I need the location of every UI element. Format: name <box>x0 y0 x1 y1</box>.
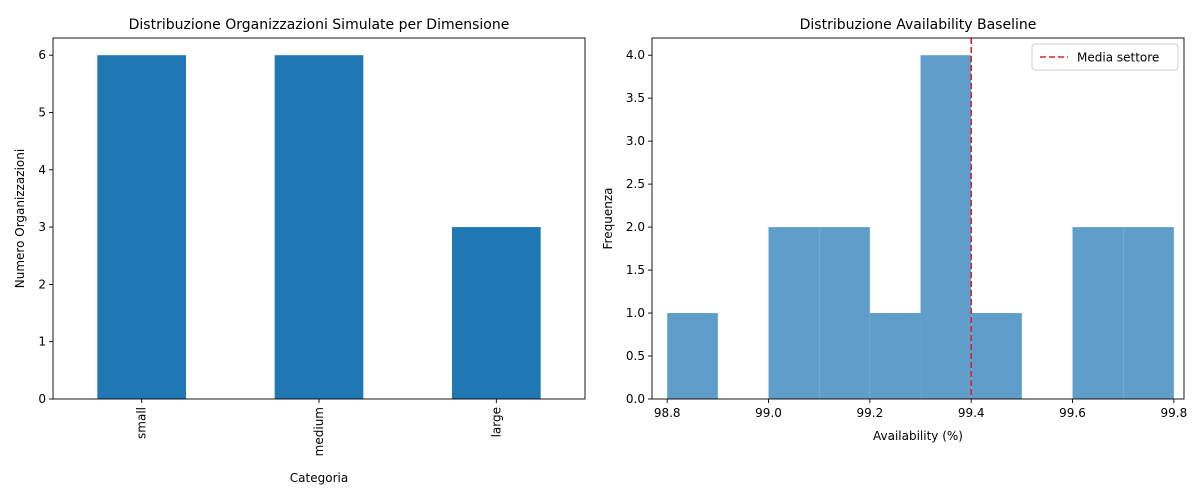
y-tick-label: 1.5 <box>626 263 645 277</box>
y-tick-label: 4 <box>38 163 46 177</box>
bar-medium <box>274 55 364 399</box>
hist-bin-6 <box>971 313 1022 399</box>
y-tick-label: 2.0 <box>626 220 645 234</box>
chart-right-marks <box>667 55 1174 399</box>
y-tick-label: 0.5 <box>626 349 645 363</box>
x-tick-label: 99.2 <box>857 406 884 420</box>
bar-large <box>452 227 541 399</box>
y-tick-label: 0.0 <box>626 392 645 406</box>
x-tick-label-medium: medium <box>312 407 326 456</box>
chart-right-xlabel: Availability (%) <box>873 429 963 443</box>
x-tick-label: 98.8 <box>654 406 681 420</box>
hist-bin-2 <box>768 227 820 399</box>
chart-left-xlabel: Categoria <box>290 471 348 485</box>
hist-bin-8 <box>1072 227 1124 399</box>
y-tick-label: 0 <box>38 392 46 406</box>
chart-left-plot-frame <box>52 37 586 400</box>
y-tick-label: 3 <box>38 220 46 234</box>
hist-bin-0 <box>667 313 718 399</box>
y-tick-label: 3.0 <box>626 134 645 148</box>
chart-left: Distribuzione Organizzazioni Simulate pe… <box>13 17 586 485</box>
hist-bin-9 <box>1123 227 1174 399</box>
chart-right-x-ticks: 98.8 99.0 99.2 99.4 99.6 99.8 <box>654 399 1187 420</box>
bar-small <box>97 55 186 399</box>
x-tick-label-large: large <box>489 407 503 437</box>
y-tick-label: 3.5 <box>626 91 645 105</box>
hist-bin-3 <box>819 227 870 399</box>
chart-left-y-ticks: 0 1 2 3 4 5 6 <box>38 48 53 406</box>
y-tick-label: 1 <box>38 335 46 349</box>
y-tick-label: 6 <box>38 48 46 62</box>
x-tick-label: 99.8 <box>1161 406 1188 420</box>
hist-bin-5 <box>920 55 972 399</box>
legend-box <box>1031 43 1179 71</box>
chart-right-title: Distribuzione Availability Baseline <box>800 17 1037 33</box>
chart-right-ylabel: Frequenza <box>601 188 615 250</box>
y-tick-label: 4.0 <box>626 48 645 62</box>
chart-left-ylabel: Numero Organizzazioni <box>13 149 27 288</box>
chart-left-title: Distribuzione Organizzazioni Simulate pe… <box>129 17 510 33</box>
chart-right-y-ticks: 0.0 0.5 1.0 1.5 2.0 2.5 3.0 3.5 4.0 <box>626 48 652 406</box>
legend-label: Media settore <box>1077 51 1159 65</box>
y-tick-label: 2 <box>38 277 46 291</box>
legend: Media settore <box>1031 43 1179 71</box>
y-tick-label: 1.0 <box>626 306 645 320</box>
y-tick-label: 2.5 <box>626 177 645 191</box>
y-tick-label: 5 <box>38 105 46 119</box>
x-tick-label: 99.6 <box>1059 406 1086 420</box>
x-tick-label: 99.0 <box>755 406 782 420</box>
chart-left-x-ticks: small medium large <box>135 399 503 456</box>
chart-right: Distribuzione Availability Baseline 0.00… <box>601 17 1187 443</box>
x-tick-label-small: small <box>135 407 149 439</box>
chart-right-plot-frame <box>651 37 1185 400</box>
x-tick-label: 99.4 <box>958 406 985 420</box>
hist-bin-4 <box>869 313 921 399</box>
chart-left-marks <box>97 55 541 399</box>
